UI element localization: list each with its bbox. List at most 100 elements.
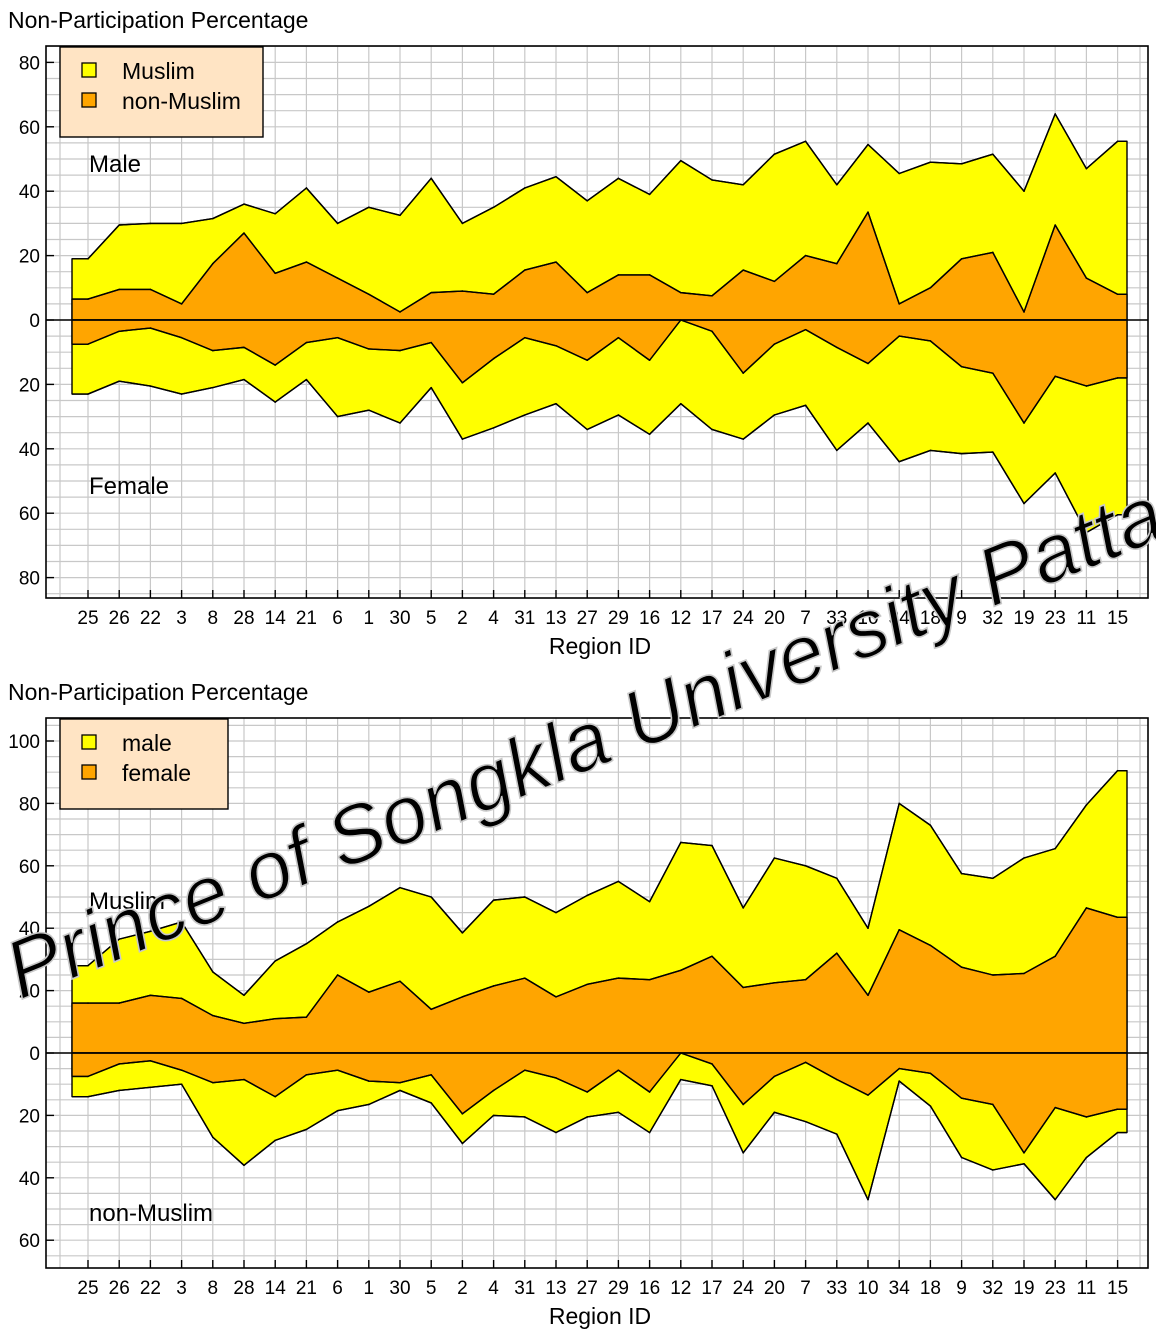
data-point — [118, 224, 120, 226]
data-point — [149, 327, 152, 329]
data-point — [648, 359, 651, 362]
x-tick-label: 2 — [457, 1278, 468, 1299]
x-tick-label: 4 — [488, 1278, 499, 1299]
legend-swatch-non-muslim — [81, 92, 97, 108]
data-point — [149, 930, 152, 933]
x-tick-label: 10 — [857, 608, 878, 629]
y-tick-label: 0 — [29, 1044, 40, 1065]
data-point — [617, 414, 620, 416]
data-point — [898, 802, 900, 805]
data-point — [960, 1097, 963, 1100]
y-tick-label: 60 — [19, 504, 40, 525]
data-point — [898, 303, 900, 305]
data-point — [274, 1139, 277, 1142]
x-tick-label: 34 — [889, 608, 911, 629]
x-tick-label: 17 — [701, 1278, 722, 1299]
data-point — [492, 899, 495, 901]
data-point — [180, 921, 183, 923]
data-point — [992, 372, 994, 374]
data-point — [1054, 1198, 1056, 1201]
data-point — [992, 877, 994, 880]
data-point — [711, 295, 713, 297]
data-point — [118, 288, 120, 291]
x-tick-label: 32 — [982, 608, 1003, 629]
data-point — [399, 214, 401, 217]
y-tick-label: 60 — [19, 118, 40, 139]
data-point — [773, 343, 776, 345]
x-tick-label: 12 — [670, 608, 691, 629]
data-point — [648, 978, 651, 981]
x-tick-label: 26 — [109, 1278, 130, 1299]
series-line-female-lower — [72, 1052, 1127, 1154]
data-point — [1023, 190, 1025, 192]
data-point — [87, 964, 89, 967]
data-point — [836, 262, 838, 265]
y-tick-label: 80 — [19, 569, 40, 590]
x-tick-label: 11 — [1077, 1278, 1097, 1299]
x-tick-label: 28 — [233, 1278, 254, 1299]
data-point — [212, 1014, 214, 1017]
x-tick-label: 21 — [296, 1278, 317, 1299]
legend-label-muslim: Muslim — [122, 58, 195, 84]
data-point — [586, 359, 588, 362]
data-point — [773, 857, 776, 859]
data-point — [336, 277, 339, 279]
data-point — [336, 921, 339, 923]
data-point — [1085, 907, 1088, 909]
data-point — [836, 877, 838, 880]
data-point — [87, 298, 89, 300]
x-tick-label: 25 — [77, 608, 98, 629]
series-line-muslim-lower — [72, 378, 1127, 534]
data-point — [898, 1080, 900, 1082]
data-point — [399, 980, 401, 983]
x-tick-label: 2 — [457, 608, 468, 629]
data-point — [960, 258, 963, 260]
data-point — [305, 943, 308, 945]
data-point — [1023, 422, 1025, 424]
x-tick-label: 25 — [77, 1278, 98, 1299]
y-tick-label: 40 — [19, 440, 40, 461]
x-tick-label: 19 — [1013, 1278, 1034, 1299]
data-point — [336, 1069, 339, 1071]
chart-title: Non-Participation Percentage — [8, 679, 308, 705]
data-point — [742, 372, 744, 374]
annotation-lower: Female — [89, 473, 169, 500]
data-point — [1023, 311, 1025, 313]
y-axis: 100 80 60 40 20 0 20 40 60 — [8, 732, 54, 1252]
x-tick-label: 3 — [176, 1278, 187, 1299]
x-tick-label: 24 — [733, 608, 755, 629]
data-point — [804, 1061, 807, 1064]
data-point — [960, 872, 963, 875]
data-point — [648, 433, 651, 436]
data-point — [430, 1074, 433, 1076]
data-point — [742, 438, 744, 440]
data-point — [555, 1077, 557, 1079]
y-tick-label: 40 — [19, 919, 40, 940]
data-point — [1116, 1108, 1119, 1110]
x-tick-label: 24 — [733, 1278, 755, 1299]
data-point — [336, 415, 339, 418]
data-point — [274, 212, 277, 215]
data-point — [804, 865, 807, 867]
data-point — [1023, 857, 1025, 859]
data-point — [867, 1198, 869, 1201]
data-point — [867, 422, 869, 424]
data-point — [524, 1069, 526, 1071]
data-point — [461, 996, 464, 998]
annotation-upper: Muslim — [89, 888, 165, 915]
data-point — [368, 293, 370, 296]
data-point — [1054, 472, 1056, 474]
x-tick-label: 31 — [514, 1278, 535, 1299]
data-point — [305, 378, 308, 381]
data-point — [461, 290, 464, 292]
data-point — [742, 986, 744, 989]
data-point — [430, 896, 433, 898]
data-point — [87, 1075, 89, 1078]
x-tick-label: 8 — [208, 608, 219, 629]
data-point — [867, 211, 869, 213]
data-point — [836, 449, 838, 452]
chart-panel-1: Non-Participation Percentage 80 60 40 20 0 20 4… — [8, 7, 1149, 659]
data-point — [555, 1131, 557, 1134]
x-tick-label: 26 — [109, 608, 130, 629]
data-point — [212, 971, 214, 973]
